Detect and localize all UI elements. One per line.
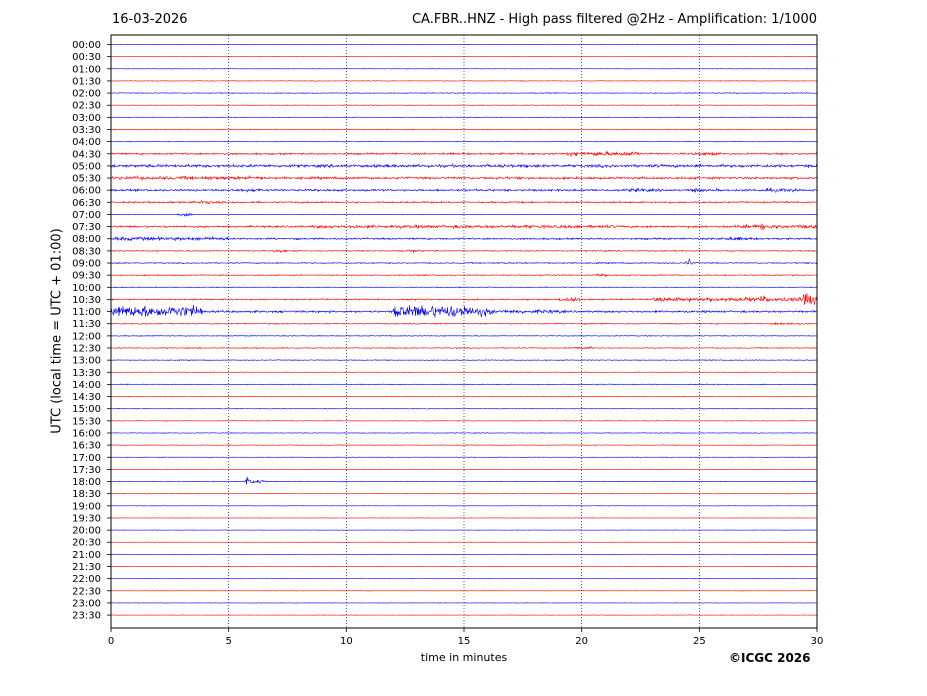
row-label: 02:30	[72, 101, 101, 112]
trace-0400	[110, 140, 818, 143]
row-label: 08:30	[72, 246, 101, 257]
row-label: 11:00	[72, 307, 101, 318]
row-label: 06:00	[72, 186, 101, 197]
row-label: 14:00	[72, 380, 101, 391]
row-label: 10:30	[72, 295, 101, 306]
trace-1700	[110, 456, 818, 459]
x-tick-label: 0	[108, 636, 114, 647]
row-label: 22:00	[72, 574, 101, 585]
trace-0430	[110, 150, 818, 157]
trace-1530	[110, 420, 818, 422]
row-label: 13:30	[72, 368, 101, 379]
row-label: 15:00	[72, 404, 101, 415]
trace-1500	[110, 407, 818, 410]
row-label: 16:00	[72, 428, 101, 439]
row-label: 07:30	[72, 222, 101, 233]
trace-0630	[110, 200, 818, 205]
trace-1800	[110, 476, 818, 485]
row-label: 21:30	[72, 562, 101, 573]
trace-1630	[110, 444, 818, 447]
row-label: 23:30	[72, 611, 101, 622]
row-label: 01:00	[72, 64, 101, 75]
x-tick-label: 30	[811, 636, 824, 647]
x-tick-label: 10	[340, 636, 353, 647]
row-label: 02:00	[72, 89, 101, 100]
trace-0530	[110, 174, 818, 181]
row-label: 20:00	[72, 526, 101, 537]
x-tick-label: 20	[575, 636, 588, 647]
row-label: 03:30	[72, 125, 101, 136]
row-label: 18:00	[72, 477, 101, 488]
row-label: 20:30	[72, 538, 101, 549]
x-tick-label: 25	[693, 636, 706, 647]
row-label: 05:30	[72, 174, 101, 185]
chart-title: CA.FBR..HNZ - High pass filtered @2Hz - …	[411, 12, 817, 27]
trace-1900	[110, 505, 818, 507]
trace-1430	[110, 395, 818, 398]
row-label: 03:00	[72, 113, 101, 124]
row-label: 23:00	[72, 598, 101, 609]
row-label: 22:30	[72, 586, 101, 597]
y-axis-label: UTC (local time = UTC + 01:00)	[49, 228, 65, 434]
trace-0230	[110, 104, 818, 107]
trace-0130	[110, 80, 818, 82]
trace-1730	[110, 468, 818, 471]
row-label: 12:00	[72, 331, 101, 342]
row-label: 01:30	[72, 76, 101, 87]
row-label: 06:30	[72, 198, 101, 209]
row-label: 00:30	[72, 52, 101, 63]
trace-1930	[110, 517, 818, 519]
row-label: 10:00	[72, 283, 101, 294]
row-label: 14:30	[72, 392, 101, 403]
row-label: 17:00	[72, 453, 101, 464]
copyright-text: ©ICGC 2026	[729, 651, 811, 665]
x-axis-label: time in minutes	[420, 651, 508, 664]
trace-1400	[110, 383, 818, 386]
row-label: 18:30	[72, 489, 101, 500]
trace-0800	[110, 235, 818, 242]
row-label: 00:00	[72, 40, 101, 51]
row-label: 08:00	[72, 234, 101, 245]
row-label: 19:30	[72, 513, 101, 524]
trace-0700	[110, 212, 818, 217]
row-label: 09:00	[72, 259, 101, 270]
trace-1600	[110, 432, 818, 434]
x-tick-label: 5	[225, 636, 231, 647]
row-label: 12:30	[72, 344, 101, 355]
row-label: 09:30	[72, 271, 101, 282]
x-tick-label: 15	[458, 636, 471, 647]
row-label: 15:30	[72, 416, 101, 427]
row-label: 19:00	[72, 501, 101, 512]
row-label: 21:00	[72, 550, 101, 561]
trace-0730	[110, 223, 818, 231]
row-label: 16:30	[72, 441, 101, 452]
chart-date: 16-03-2026	[112, 12, 188, 27]
trace-0300	[110, 116, 818, 119]
row-label: 07:00	[72, 210, 101, 221]
trace-0330	[110, 128, 818, 131]
row-label: 17:30	[72, 465, 101, 476]
row-label: 04:00	[72, 137, 101, 148]
row-label: 04:30	[72, 149, 101, 160]
row-label: 11:30	[72, 319, 101, 330]
trace-0500	[110, 163, 818, 169]
row-label: 13:00	[72, 356, 101, 367]
trace-1830	[110, 492, 818, 495]
row-label: 05:00	[72, 161, 101, 172]
